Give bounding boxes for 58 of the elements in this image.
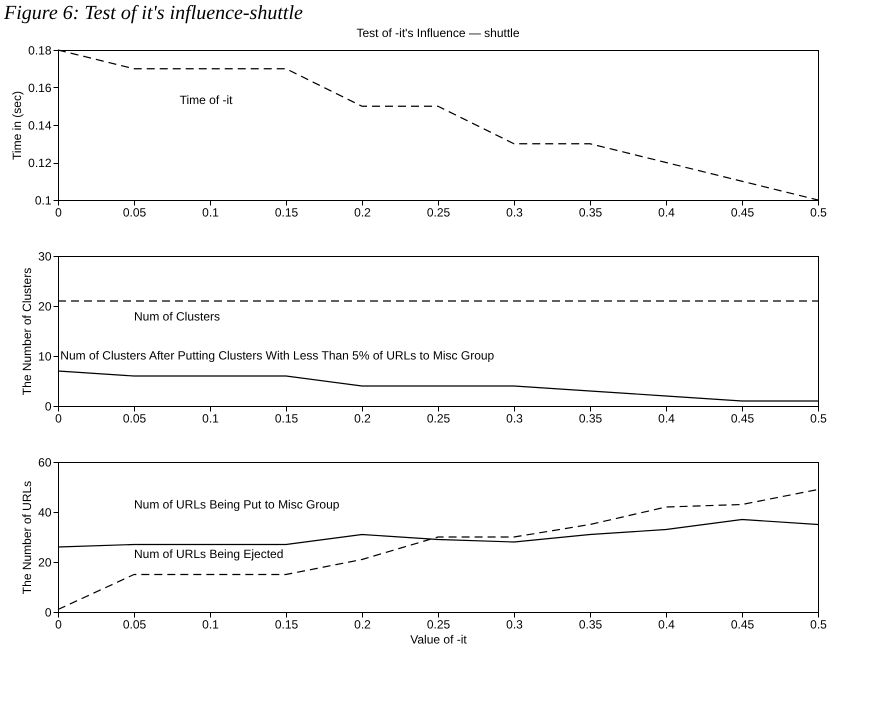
x-tick-label: 0 bbox=[55, 206, 62, 220]
x-tick-label: 0.4 bbox=[658, 412, 676, 426]
x-tick-label: 0.05 bbox=[122, 618, 146, 632]
y-tick-label: 20 bbox=[38, 300, 52, 314]
x-tick-label: 0.1 bbox=[202, 412, 220, 426]
x-axis-title: Value of -it bbox=[410, 632, 468, 646]
x-tick-label: 0.35 bbox=[578, 206, 602, 220]
y-tick-label: 20 bbox=[38, 556, 52, 570]
x-tick-label: 0 bbox=[55, 412, 62, 426]
y-tick-label: 30 bbox=[38, 250, 52, 264]
y-axis-title: Time in (sec) bbox=[10, 91, 24, 160]
x-tick-label: 0.25 bbox=[426, 618, 450, 632]
x-tick-label: 0.05 bbox=[122, 206, 146, 220]
chart-title: Test of -it's Influence — shuttle bbox=[356, 26, 520, 40]
x-tick-label: 0.3 bbox=[506, 618, 524, 632]
x-tick-label: 0.3 bbox=[506, 206, 524, 220]
y-tick-label: 0.16 bbox=[28, 81, 52, 95]
x-tick-label: 0.35 bbox=[578, 618, 602, 632]
x-tick-label: 0.15 bbox=[274, 206, 298, 220]
x-tick-label: 0.4 bbox=[658, 206, 676, 220]
line-series bbox=[57, 488, 819, 610]
y-tick-label: 0 bbox=[44, 400, 52, 414]
y-tick-label: 10 bbox=[38, 350, 52, 364]
annotation: Num of URLs Being Ejected bbox=[134, 547, 284, 561]
x-tick-label: 0.1 bbox=[202, 618, 220, 632]
y-tick-label: 40 bbox=[38, 506, 52, 520]
x-tick-label: 0.1 bbox=[202, 206, 220, 220]
annotation: Num of Clusters After Putting Clusters With Less Than 5% of URLs to Misc Group bbox=[60, 348, 495, 362]
x-tick-label: 0.2 bbox=[354, 412, 372, 426]
annotation: Num of URLs Being Put to Misc Group bbox=[134, 498, 340, 512]
x-tick-label: 0.45 bbox=[730, 412, 754, 426]
x-tick-label: 0.5 bbox=[810, 206, 828, 220]
x-tick-label: 0.45 bbox=[730, 206, 754, 220]
x-tick-label: 0 bbox=[55, 618, 62, 632]
x-tick-label: 0.25 bbox=[426, 412, 450, 426]
x-tick-label: 0.15 bbox=[274, 618, 298, 632]
y-axis-title: The Number of URLs bbox=[20, 480, 34, 594]
x-tick-label: 0.5 bbox=[810, 618, 828, 632]
x-tick-label: 0.45 bbox=[730, 618, 754, 632]
caption: Figure 6: Test of it's influence-shuttle bbox=[4, 2, 304, 25]
x-tick-label: 0.2 bbox=[354, 206, 372, 220]
x-tick-label: 0.5 bbox=[810, 412, 828, 426]
x-tick-label: 0.35 bbox=[578, 412, 602, 426]
y-axis-title: The Number of Clusters bbox=[20, 268, 34, 396]
x-tick-label: 0.2 bbox=[354, 618, 372, 632]
x-tick-label: 0.3 bbox=[506, 412, 524, 426]
annotation: Time of -it bbox=[180, 93, 234, 107]
y-tick-label: 0.18 bbox=[28, 44, 52, 58]
y-tick-label: 0.1 bbox=[34, 194, 52, 208]
y-tick-label: 0.12 bbox=[28, 156, 52, 170]
y-tick-label: 60 bbox=[38, 456, 52, 470]
x-tick-label: 0.25 bbox=[426, 206, 450, 220]
y-tick-label: 0.14 bbox=[28, 118, 52, 132]
x-tick-label: 0.4 bbox=[658, 618, 676, 632]
x-tick-label: 0.05 bbox=[122, 412, 146, 426]
y-tick-label: 0 bbox=[44, 606, 52, 620]
annotation: Num of Clusters bbox=[134, 310, 220, 324]
x-tick-label: 0.15 bbox=[274, 412, 298, 426]
